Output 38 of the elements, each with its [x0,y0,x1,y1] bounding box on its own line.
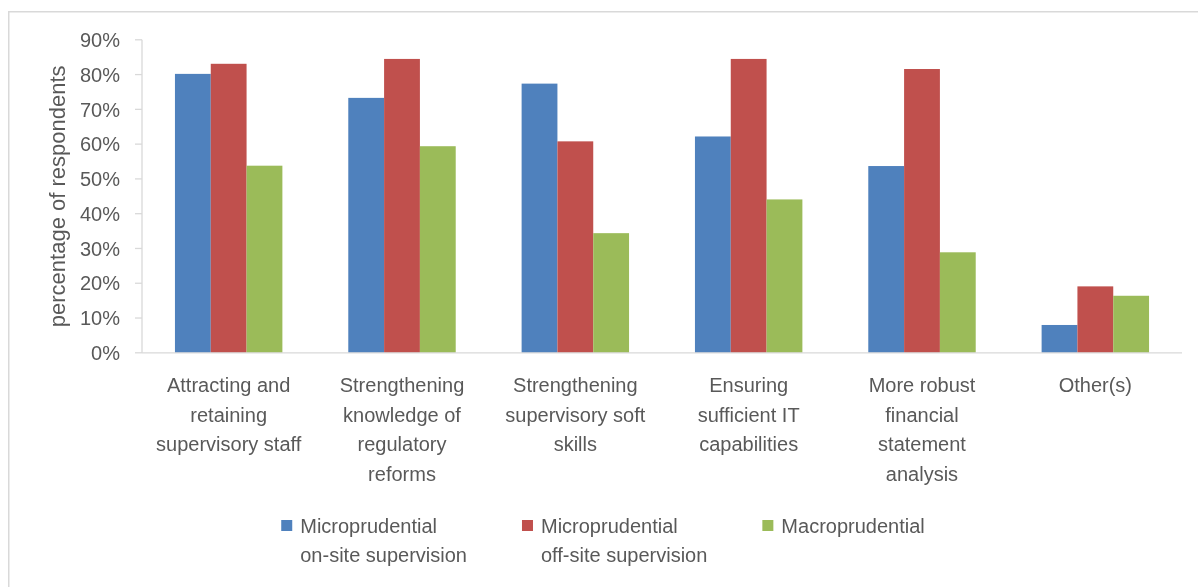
x-tick-label: Strengthening knowledge of regulatory reforms [339,374,465,485]
bar [1113,295,1150,353]
x-tick-label: Attracting and retaining supervisory staff [156,374,302,455]
y-tick-label: 80% [79,63,121,86]
legend-label: Macroprudential [781,515,925,537]
legend-label: Microprudential on-site supervision [300,515,467,566]
x-tick-label: Ensuring sufficient IT capabilities [697,374,800,455]
y-tick-label: 90% [79,29,121,51]
y-tick-label: 70% [79,98,121,121]
y-tick-label: 0% [91,342,121,364]
bar [174,73,211,353]
bar [1041,324,1078,353]
legend-label: Microprudential off-site supervision [540,515,708,566]
bar [419,146,456,353]
y-tick-label: 30% [79,237,121,260]
y-tick-label: 60% [79,133,121,156]
bar [1077,286,1114,353]
bar [557,141,594,353]
bar [384,58,420,353]
y-tick-label: 40% [79,202,121,225]
bar [348,97,385,353]
x-tick-label: More robust financial statement analysis [868,374,976,485]
y-tick-label: 10% [79,307,121,330]
y-tick-label: 20% [79,272,121,295]
y-axis-title: percentage of respondents [44,65,70,328]
bar [730,58,767,353]
bar [593,233,630,353]
y-tick-label: 50% [79,168,121,191]
bar [694,136,731,353]
bar [904,69,940,353]
bar [868,166,905,353]
bar [210,63,247,353]
x-tick-label: Strengthening supervisory soft skills [505,374,646,455]
bar [766,199,803,353]
bar [521,83,558,353]
bar [939,252,976,353]
bar [246,165,283,353]
x-tick-label: Other(s) [1058,374,1133,396]
